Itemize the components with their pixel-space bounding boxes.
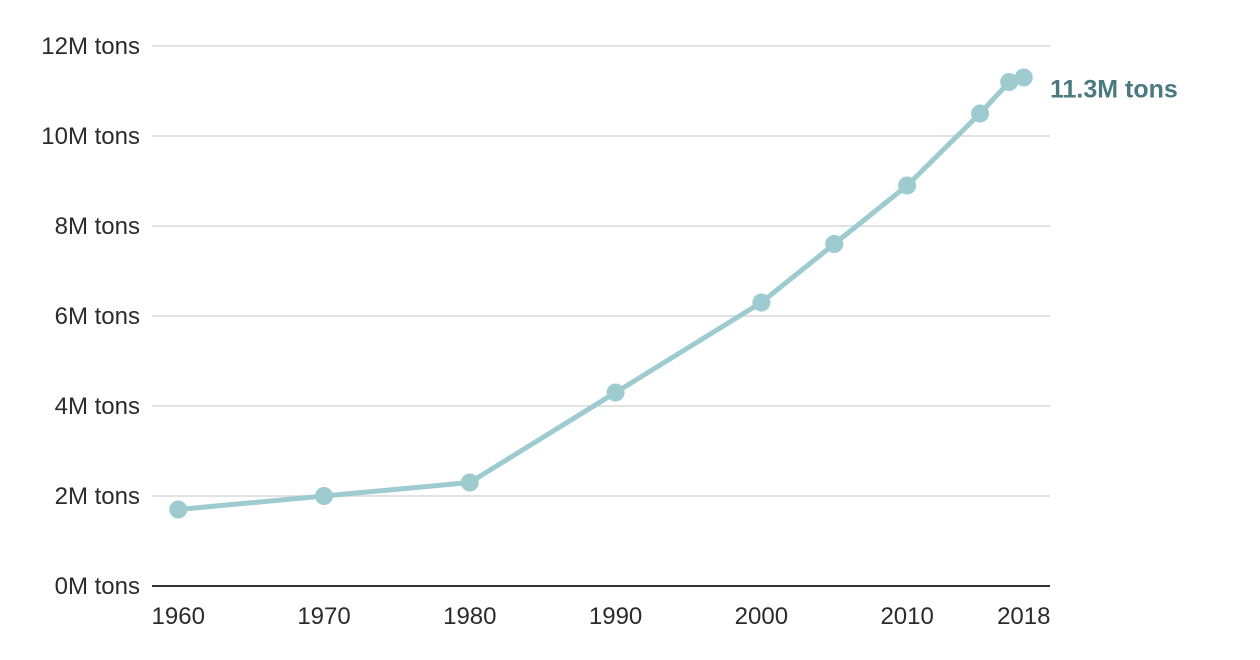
data-point: [971, 104, 990, 123]
y-tick-label: 6M tons: [55, 303, 140, 330]
data-point: [169, 500, 188, 519]
end-value-label: 11.3M tons: [1050, 76, 1178, 104]
x-axis-labels: 1960 1970 1980 1990 2000 2010 2018: [152, 603, 1051, 630]
data-point: [898, 176, 917, 195]
y-tick-label: 10M tons: [41, 123, 140, 150]
data-point: [1014, 68, 1033, 87]
x-tick-label: 1970: [297, 603, 350, 630]
x-tick-label: 1980: [443, 603, 496, 630]
x-tick-label: 2010: [880, 603, 933, 630]
data-point: [460, 473, 479, 492]
y-tick-label: 8M tons: [55, 213, 140, 240]
y-tick-label: 12M tons: [41, 33, 140, 60]
data-point: [606, 383, 625, 402]
y-tick-label: 2M tons: [55, 483, 140, 510]
x-tick-label: 1990: [589, 603, 642, 630]
data-point: [825, 235, 844, 253]
y-axis-labels: 0M tons 2M tons 4M tons 6M tons 8M tons 10M t…: [41, 33, 140, 600]
data-point: [752, 293, 771, 312]
x-tick-label: 2000: [735, 603, 788, 630]
y-tick-label: 4M tons: [55, 393, 140, 420]
grid-lines: [152, 45, 1050, 497]
x-tick-label: 2018: [997, 603, 1050, 630]
x-tick-label: 1960: [152, 603, 205, 630]
data-point: [1000, 73, 1019, 91]
y-tick-label: 0M tons: [55, 573, 140, 600]
data-point: [315, 487, 334, 505]
series-line: [175, 75, 1027, 512]
series: [169, 68, 1033, 519]
